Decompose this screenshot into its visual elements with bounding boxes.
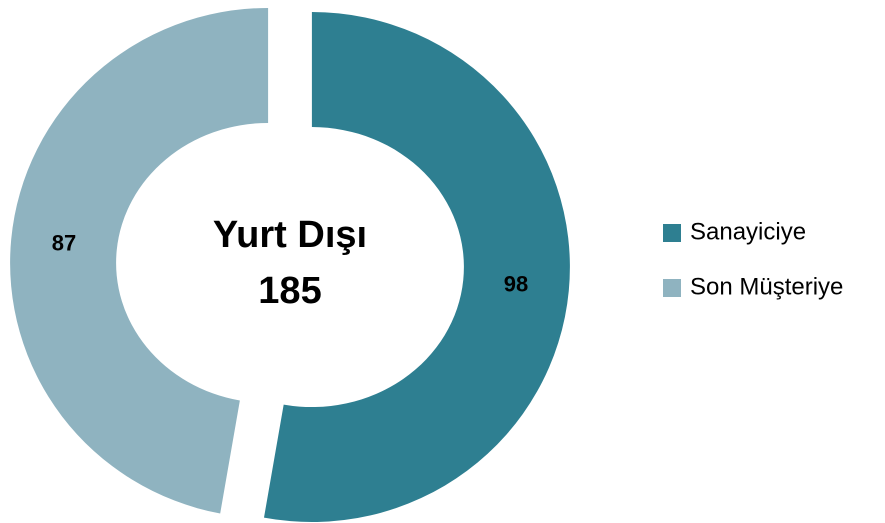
data-label: 87 <box>52 230 76 255</box>
center-value: 185 <box>258 270 321 312</box>
legend-label: Sanayiciye <box>690 218 806 245</box>
data-label: 98 <box>504 271 528 296</box>
legend-label: Son Müşteriye <box>690 273 843 300</box>
legend-swatch <box>663 279 681 297</box>
donut-slice <box>10 7 269 514</box>
center-title: Yurt Dışı <box>213 214 367 256</box>
legend-swatch <box>663 224 681 242</box>
donut-slice <box>263 12 570 523</box>
